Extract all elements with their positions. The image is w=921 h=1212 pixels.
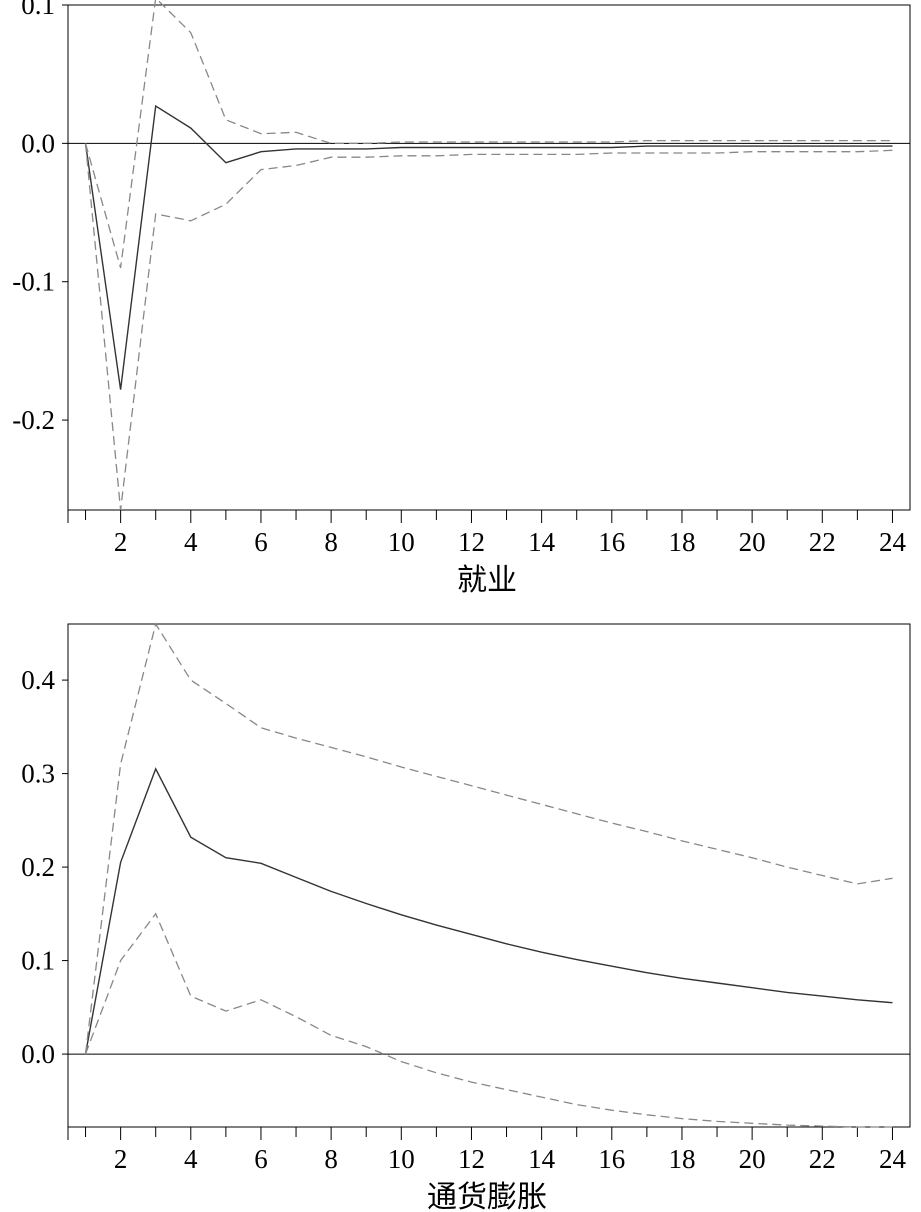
y-tick-label: 0.0 (21, 1039, 55, 1069)
y-tick-label: -0.2 (12, 405, 55, 435)
x-tick-label: 4 (184, 1144, 198, 1174)
x-tick-label: 18 (668, 1144, 695, 1174)
x-tick-label: 22 (809, 1144, 836, 1174)
y-tick-label: 0.2 (21, 852, 55, 882)
y-tick-label: 0.4 (21, 665, 55, 695)
x-tick-label: 24 (879, 527, 907, 557)
x-tick-label: 6 (254, 1144, 268, 1174)
chart-employment: 2 4 6 8 10 12 14 16 18 20 22 240.10.0-0.1-0.2就业 (12, 0, 911, 597)
x-tick-label: 2 (114, 527, 128, 557)
x-tick-label: 24 (879, 1144, 907, 1174)
x-tick-label: 20 (739, 527, 766, 557)
y-tick-label: 0.0 (21, 128, 55, 158)
response-line (84, 767, 893, 1055)
x-tick-label: 2 (114, 1144, 128, 1174)
plot-frame (67, 623, 911, 1128)
x-tick-label: 16 (598, 527, 625, 557)
x-tick-label: 8 (324, 527, 338, 557)
y-tick-label: 0.1 (21, 946, 55, 976)
x-tick-label: 20 (739, 1144, 766, 1174)
x-tick-label: 4 (184, 527, 198, 557)
x-tick-label: 14 (528, 527, 556, 557)
plot-frame (67, 4, 911, 511)
lower-band-line (84, 143, 893, 511)
y-tick-label: -0.1 (12, 267, 55, 297)
x-tick-label: 10 (388, 527, 415, 557)
lower-band-line (84, 912, 893, 1128)
x-tick-label: 18 (668, 527, 695, 557)
x-axis-label: 通货膨胀 (427, 1181, 547, 1212)
x-tick-label: 16 (598, 1144, 625, 1174)
response-line (84, 104, 893, 390)
y-tick-label: 0.1 (21, 0, 55, 20)
y-tick-label: 0.3 (21, 759, 55, 789)
x-tick-label: 8 (324, 1144, 338, 1174)
x-tick-label: 12 (458, 1144, 485, 1174)
upper-band-line (84, 0, 893, 269)
x-tick-label: 12 (458, 527, 485, 557)
x-axis-label: 就业 (457, 564, 517, 597)
x-tick-label: 22 (809, 527, 836, 557)
x-tick-label: 14 (528, 1144, 556, 1174)
x-tick-label: 6 (254, 527, 268, 557)
upper-band-line (84, 622, 893, 1055)
x-tick-label: 10 (388, 1144, 415, 1174)
